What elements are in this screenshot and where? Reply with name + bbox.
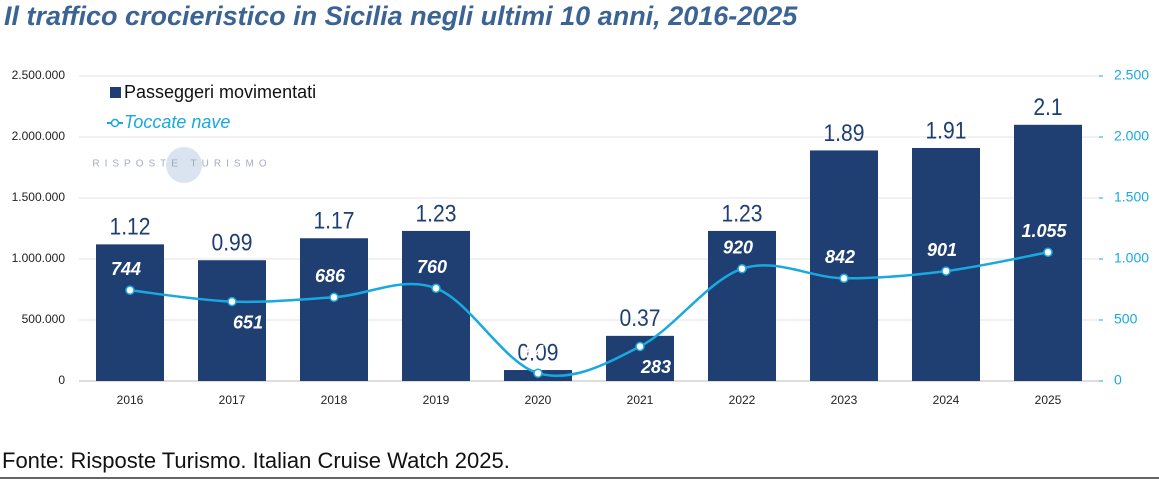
y-tick-label: 2.000.000 — [12, 129, 66, 143]
bar — [300, 238, 368, 381]
line-point — [737, 264, 747, 274]
line-point — [839, 273, 849, 284]
legend-swatch — [110, 87, 121, 98]
line-value-label: 760 — [417, 257, 447, 277]
bar-value-label: 0.99 — [211, 229, 252, 256]
x-tick-label: 2020 — [525, 393, 552, 407]
y-tick-label: 500.000 — [22, 312, 66, 326]
x-tick-label: 2024 — [933, 393, 960, 407]
bar-value-label: 1.23 — [415, 200, 456, 227]
bar-value-label: 1.91 — [925, 117, 966, 144]
line-value-label: 1.055 — [1021, 221, 1067, 241]
x-tick-label: 2018 — [321, 393, 348, 407]
bar — [198, 260, 266, 381]
y-tick-label: 1.500.000 — [12, 190, 66, 204]
bar — [96, 244, 164, 381]
line-point — [431, 283, 441, 294]
line-value-label: 64 — [524, 342, 544, 362]
bar — [708, 230, 776, 381]
bar — [912, 147, 980, 381]
bar-value-label: 0.09 — [517, 339, 558, 366]
y-tick-label: 1.000.000 — [12, 251, 66, 265]
y-tick-label: 0 — [58, 373, 65, 387]
y2-tick-label: 1.500 — [1114, 189, 1149, 205]
watermark: RISPOSTE TURISMO — [92, 159, 271, 170]
line-point — [941, 266, 951, 276]
x-tick-label: 2023 — [831, 393, 858, 407]
legend-marker — [110, 118, 120, 128]
bar — [402, 230, 470, 381]
chart-title: Il traffico crocieristico in Sicilia neg… — [4, 1, 798, 31]
x-tick-label: 2017 — [219, 393, 246, 407]
source: Fonte: Risposte Turismo. Italian Cruise … — [2, 448, 510, 473]
line-value-label: 842 — [825, 247, 855, 267]
bar-value-label: 2.1 — [1033, 94, 1062, 121]
y-tick-label: 2.500.000 — [12, 68, 66, 82]
y2-tick-label: 2.000 — [1114, 128, 1149, 144]
line-point — [533, 368, 543, 378]
bar-value-label: 1.89 — [823, 120, 864, 147]
line-value-label: 686 — [315, 266, 346, 286]
x-tick-label: 2022 — [729, 393, 756, 407]
line-point — [635, 341, 645, 352]
y2-tick-label: 2.500 — [1114, 67, 1149, 83]
y2-tick-label: 0 — [1114, 372, 1122, 388]
line-value-label: 744 — [111, 259, 141, 279]
legend-label: Toccate nave — [124, 112, 230, 132]
line-value-label: 901 — [927, 240, 957, 260]
x-tick-label: 2021 — [627, 393, 654, 407]
bar-value-label: 1.12 — [109, 213, 150, 240]
line-point — [227, 296, 237, 307]
y2-tick-label: 1.000 — [1114, 250, 1149, 266]
y2-tick-label: 500 — [1114, 311, 1138, 327]
x-tick-label: 2025 — [1035, 393, 1062, 407]
line-point — [329, 292, 339, 303]
line-value-label: 283 — [640, 357, 671, 377]
legend-label: Passeggeri movimentati — [124, 82, 316, 102]
line-point — [125, 285, 135, 295]
bar — [810, 150, 878, 381]
line-value-label: 651 — [233, 312, 263, 332]
line-point — [1043, 247, 1053, 258]
x-tick-label: 2016 — [117, 393, 144, 407]
x-tick-label: 2019 — [423, 393, 450, 407]
bar-value-label: 1.23 — [721, 200, 762, 227]
watermark-logo — [166, 147, 202, 183]
bar-value-label: 1.17 — [313, 207, 354, 234]
bar-value-label: 0.37 — [619, 305, 660, 332]
line — [129, 251, 1049, 378]
line-value-label: 920 — [723, 238, 753, 258]
